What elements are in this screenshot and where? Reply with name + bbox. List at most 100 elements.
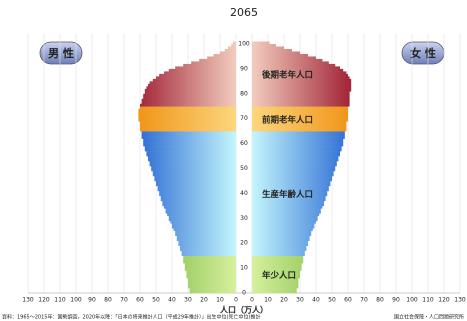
bar	[252, 96, 350, 100]
left-badge	[39, 41, 83, 65]
bar	[252, 73, 348, 77]
bar	[160, 198, 236, 202]
bar	[252, 53, 308, 57]
y-tick-label: 20	[240, 240, 248, 247]
bar	[252, 148, 342, 152]
bar	[252, 253, 305, 256]
bar	[159, 73, 236, 77]
bar	[252, 260, 304, 264]
bar	[252, 228, 313, 232]
x-tick-label: 0	[234, 297, 238, 304]
source-note: 資料：1965～2015年：国勢調査，2020年以降：「日本の将来推計人口（平成…	[2, 314, 260, 321]
x-axis-label: 人口（万人）	[220, 305, 268, 315]
bar	[170, 220, 236, 224]
bar	[252, 111, 348, 115]
bar	[252, 41, 270, 45]
bar	[252, 121, 347, 124]
bar	[173, 228, 236, 232]
bar	[165, 208, 236, 212]
bar	[151, 168, 236, 172]
x-tick-label: 120	[438, 297, 450, 304]
x-tick-label: 80	[376, 297, 384, 304]
bar	[141, 98, 236, 102]
bar	[149, 81, 236, 85]
bar	[252, 151, 340, 154]
bar	[252, 190, 328, 194]
bar	[184, 268, 236, 271]
bar	[199, 58, 236, 62]
x-tick-label: 60	[136, 297, 144, 304]
bar	[140, 126, 236, 129]
bar	[252, 128, 347, 132]
x-tick-label: 10	[216, 297, 224, 304]
bar	[168, 68, 236, 72]
bar	[148, 83, 236, 87]
bar	[181, 253, 236, 256]
group-label: 生産年齢人口	[262, 189, 313, 200]
group-label: 前期老年人口	[262, 114, 313, 125]
bar	[252, 76, 350, 80]
x-tick-label: 100	[70, 297, 82, 304]
bar	[252, 263, 302, 266]
bar	[252, 285, 299, 289]
bar	[188, 285, 236, 289]
bar	[252, 58, 323, 62]
bar	[252, 126, 347, 129]
bar	[252, 143, 344, 147]
bar	[149, 161, 236, 164]
bar	[252, 71, 347, 75]
bar	[252, 280, 299, 284]
bar	[252, 131, 345, 134]
bar	[252, 225, 315, 229]
bar	[252, 106, 348, 110]
y-tick-label: 60	[240, 140, 248, 147]
bar	[138, 118, 236, 122]
bar	[175, 233, 236, 237]
bar	[152, 170, 236, 174]
bar	[172, 225, 236, 229]
bar	[175, 230, 236, 234]
bar	[252, 210, 321, 214]
bar	[252, 168, 336, 172]
x-tick-label: 110	[422, 297, 434, 304]
bar	[252, 56, 316, 60]
bar	[141, 131, 236, 134]
group-label: 年少人口	[262, 270, 296, 281]
bar	[183, 63, 236, 67]
bar	[156, 76, 236, 80]
x-tick-label: 100	[406, 297, 418, 304]
bar	[144, 148, 236, 152]
y-tick-label: 80	[240, 90, 248, 97]
bar	[186, 273, 236, 276]
x-tick-label: 60	[344, 297, 352, 304]
bar	[252, 245, 307, 249]
bar	[180, 248, 236, 251]
right-label: 女 性	[410, 46, 436, 60]
bar	[252, 258, 304, 261]
x-tick-label: 120	[38, 297, 50, 304]
chart-title: 2065	[230, 6, 258, 19]
bar	[252, 91, 350, 95]
y-tick-label: 90	[240, 65, 248, 72]
bar	[189, 288, 236, 291]
bar	[252, 118, 348, 122]
x-tick-label: 130	[454, 297, 466, 304]
x-tick-label: 80	[104, 297, 112, 304]
bar	[140, 103, 236, 107]
y-tick-label: 50	[240, 165, 248, 172]
bar	[252, 86, 352, 90]
bar	[252, 113, 348, 117]
bar	[252, 81, 352, 85]
bar	[188, 278, 236, 281]
bar	[252, 240, 308, 244]
bar	[154, 175, 236, 179]
bar	[141, 136, 236, 139]
bar	[151, 166, 236, 169]
bar	[138, 116, 236, 119]
bar	[143, 143, 236, 147]
bar	[252, 161, 337, 164]
bar	[252, 233, 312, 237]
bar	[168, 215, 236, 219]
bar	[252, 141, 344, 144]
bar	[252, 188, 329, 192]
